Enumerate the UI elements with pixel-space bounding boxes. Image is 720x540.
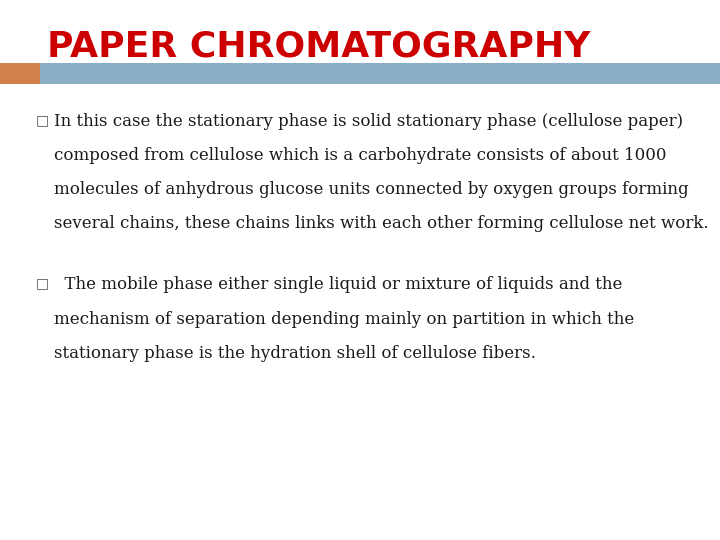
Text: The mobile phase either single liquid or mixture of liquids and the: The mobile phase either single liquid or… (54, 276, 622, 293)
Text: PAPER CHROMATOGRAPHY: PAPER CHROMATOGRAPHY (47, 30, 590, 64)
Text: □: □ (36, 276, 49, 291)
Text: In this case the stationary phase is solid stationary phase (cellulose paper): In this case the stationary phase is sol… (54, 113, 683, 130)
Bar (0, 63, 40, 84)
Bar (40, 63, 720, 84)
Text: molecules of anhydrous glucose units connected by oxygen groups forming: molecules of anhydrous glucose units con… (54, 181, 688, 198)
Text: stationary phase is the hydration shell of cellulose fibers.: stationary phase is the hydration shell … (54, 345, 536, 361)
Text: several chains, these chains links with each other forming cellulose net work.: several chains, these chains links with … (54, 215, 708, 232)
Text: □: □ (36, 113, 49, 127)
Text: mechanism of separation depending mainly on partition in which the: mechanism of separation depending mainly… (54, 310, 634, 327)
Text: composed from cellulose which is a carbohydrate consists of about 1000: composed from cellulose which is a carbo… (54, 147, 667, 164)
